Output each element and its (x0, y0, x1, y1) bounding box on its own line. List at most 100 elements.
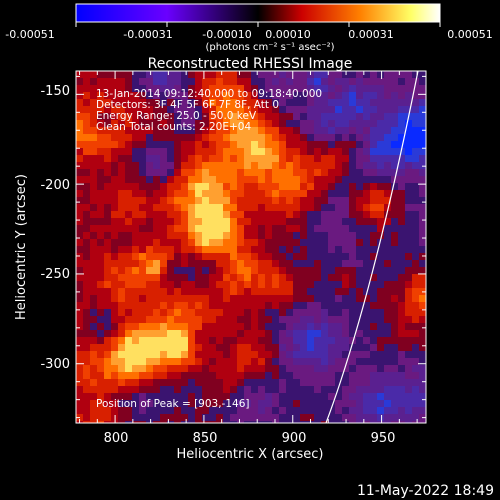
heatmap-pixel (398, 358, 405, 365)
heatmap-pixel (118, 141, 125, 148)
heatmap-pixel (237, 183, 244, 190)
heatmap-pixel (139, 414, 146, 421)
heatmap-pixel (370, 316, 377, 323)
heatmap-pixel (237, 85, 244, 92)
heatmap-pixel (419, 141, 426, 148)
heatmap-pixel (307, 99, 314, 106)
heatmap-pixel (370, 400, 377, 407)
heatmap-pixel (160, 106, 167, 113)
heatmap-pixel (258, 162, 265, 169)
heatmap-pixel (111, 302, 118, 309)
heatmap-pixel (223, 365, 230, 372)
heatmap-pixel (398, 92, 405, 99)
heatmap-pixel (209, 99, 216, 106)
heatmap-pixel (237, 267, 244, 274)
heatmap-pixel (398, 386, 405, 393)
heatmap-pixel (97, 351, 104, 358)
heatmap-pixel (237, 351, 244, 358)
heatmap-pixel (244, 148, 251, 155)
heatmap-pixel (419, 134, 426, 141)
heatmap-pixel (300, 372, 307, 379)
heatmap-pixel (111, 134, 118, 141)
heatmap-pixel (167, 218, 174, 225)
heatmap-pixel (118, 407, 125, 414)
heatmap-pixel (90, 232, 97, 239)
heatmap-pixel (328, 190, 335, 197)
heatmap-pixel (279, 183, 286, 190)
heatmap-pixel (90, 330, 97, 337)
heatmap-pixel (300, 309, 307, 316)
heatmap-pixel (419, 253, 426, 260)
heatmap-pixel (377, 344, 384, 351)
heatmap-pixel (237, 421, 244, 423)
heatmap-pixel (279, 253, 286, 260)
heatmap-pixel (398, 351, 405, 358)
heatmap-pixel (237, 204, 244, 211)
heatmap-pixel (342, 330, 349, 337)
heatmap-pixel (209, 344, 216, 351)
heatmap-pixel (181, 190, 188, 197)
heatmap-pixel (363, 120, 370, 127)
heatmap-pixel (237, 120, 244, 127)
heatmap-pixel (272, 295, 279, 302)
heatmap-pixel (384, 106, 391, 113)
heatmap-pixel (230, 267, 237, 274)
heatmap-pixel (139, 155, 146, 162)
heatmap-pixel (244, 379, 251, 386)
heatmap-pixel (118, 183, 125, 190)
heatmap-pixel (90, 365, 97, 372)
heatmap-pixel (279, 309, 286, 316)
heatmap-pixel (174, 309, 181, 316)
heatmap-pixel (139, 162, 146, 169)
heatmap-pixel (419, 421, 426, 423)
heatmap-pixel (97, 288, 104, 295)
heatmap-pixel (181, 218, 188, 225)
heatmap-pixel (118, 113, 125, 120)
heatmap-pixel (251, 386, 258, 393)
heatmap-pixel (293, 267, 300, 274)
heatmap-pixel (363, 267, 370, 274)
heatmap-pixel (335, 92, 342, 99)
heatmap-pixel (265, 295, 272, 302)
heatmap-pixel (125, 120, 132, 127)
heatmap-pixel (300, 246, 307, 253)
heatmap-pixel (146, 218, 153, 225)
heatmap-pixel (160, 330, 167, 337)
heatmap-pixel (160, 246, 167, 253)
heatmap-pixel (342, 379, 349, 386)
heatmap-pixel (181, 288, 188, 295)
heatmap-pixel (398, 162, 405, 169)
heatmap-pixel (356, 365, 363, 372)
heatmap-pixel (153, 232, 160, 239)
heatmap-pixel (265, 372, 272, 379)
heatmap-pixel (279, 148, 286, 155)
heatmap-pixel (419, 344, 426, 351)
heatmap-pixel (216, 386, 223, 393)
heatmap-pixel (265, 274, 272, 281)
heatmap-pixel (321, 316, 328, 323)
heatmap-pixel (419, 190, 426, 197)
heatmap-pixel (97, 127, 104, 134)
heatmap-pixel (174, 358, 181, 365)
heatmap-pixel (202, 414, 209, 421)
heatmap-pixel (349, 330, 356, 337)
heatmap-pixel (356, 246, 363, 253)
heatmap-pixel (76, 393, 83, 400)
heatmap-pixel (83, 295, 90, 302)
heatmap-pixel (90, 148, 97, 155)
heatmap-pixel (118, 176, 125, 183)
heatmap-pixel (286, 204, 293, 211)
heatmap-pixel (223, 218, 230, 225)
heatmap-pixel (76, 190, 83, 197)
heatmap-pixel (293, 358, 300, 365)
heatmap-pixel (363, 365, 370, 372)
heatmap-pixel (181, 330, 188, 337)
heatmap-pixel (356, 204, 363, 211)
heatmap-pixel (132, 204, 139, 211)
heatmap-pixel (83, 323, 90, 330)
colorbar (75, 3, 441, 23)
heatmap-pixel (293, 190, 300, 197)
heatmap-pixel (209, 148, 216, 155)
heatmap-pixel (251, 232, 258, 239)
heatmap-pixel (244, 365, 251, 372)
